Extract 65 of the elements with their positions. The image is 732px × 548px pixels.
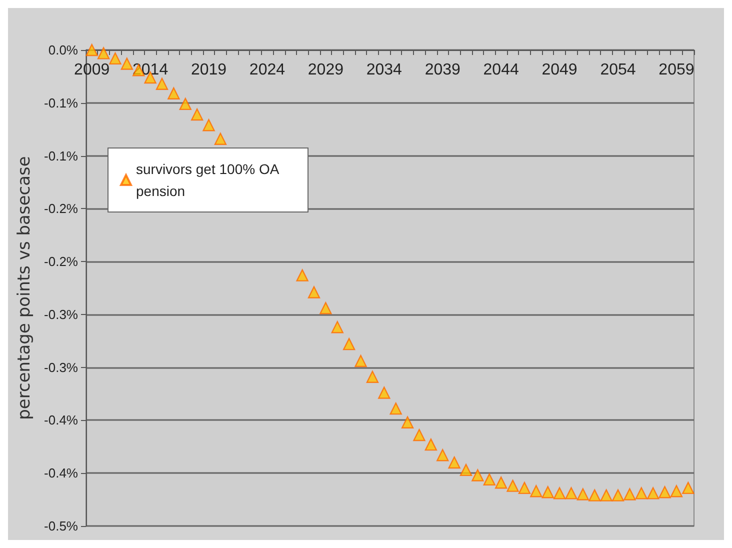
point [378, 386, 390, 399]
point [366, 370, 379, 383]
point [600, 489, 612, 502]
point [331, 321, 344, 334]
point [530, 484, 542, 498]
point [576, 488, 590, 500]
point [120, 58, 134, 70]
point [670, 484, 683, 498]
point [354, 354, 367, 368]
point [168, 87, 180, 100]
point [401, 416, 414, 428]
x-tick-label: 2059 [658, 62, 694, 78]
point [448, 456, 460, 469]
x-tick-label: 2029 [308, 62, 344, 78]
y-tick-label: -0.1% [44, 148, 78, 164]
point [320, 302, 332, 314]
point [390, 402, 402, 415]
point [97, 47, 110, 60]
point [413, 428, 426, 442]
x-tick-label: 2019 [190, 62, 227, 78]
point [635, 487, 648, 500]
x-tick-label: 2054 [600, 62, 636, 78]
point [588, 489, 601, 502]
y-tick-label: 0.0% [48, 42, 78, 58]
y-tick-label: -0.2% [44, 201, 78, 216]
x-tick-label: 2039 [424, 62, 461, 78]
point [109, 52, 122, 65]
point [565, 487, 578, 500]
point [518, 482, 531, 494]
point [190, 108, 204, 121]
y-tick-label: -0.2% [44, 254, 78, 270]
y-tick-label: -0.5% [44, 518, 78, 534]
point [308, 286, 320, 298]
x-tick-label: 2049 [542, 62, 578, 78]
y-tick-label: -0.4% [44, 466, 78, 481]
point [646, 487, 660, 500]
point [553, 487, 566, 500]
point [682, 482, 694, 494]
point [424, 438, 438, 451]
point [472, 469, 484, 482]
point [179, 98, 192, 110]
x-tick-label: 2044 [483, 62, 519, 78]
point [214, 132, 227, 145]
y-tick-label: -0.4% [44, 412, 78, 428]
point [658, 486, 671, 498]
point [202, 119, 215, 132]
point [494, 476, 508, 489]
point [624, 488, 636, 500]
point [460, 464, 472, 476]
point [506, 480, 519, 492]
y-tick-label: -0.3% [44, 306, 78, 322]
x-tick-label: 2034 [366, 62, 402, 78]
point [483, 473, 496, 486]
point [342, 338, 356, 350]
x-tick-label: 2024 [249, 62, 286, 78]
point [612, 489, 624, 502]
point [156, 78, 168, 90]
y-tick-label: -0.3% [44, 360, 78, 375]
y-tick-label: -0.1% [44, 95, 78, 110]
point [436, 449, 449, 462]
y-axis-title: percentage points vs basecase [14, 156, 35, 420]
point [542, 486, 554, 498]
point [296, 269, 308, 282]
legend-label: survivors get 100% OA pension [136, 161, 282, 199]
point [86, 44, 98, 56]
